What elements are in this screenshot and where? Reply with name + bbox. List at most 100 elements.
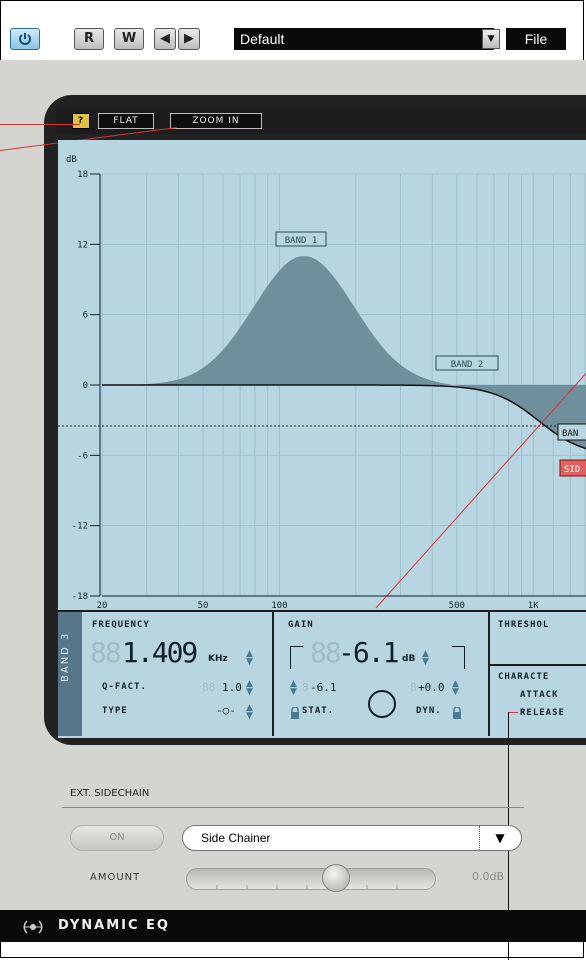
band3-marker: BAN	[557, 423, 586, 441]
y-tick-labels: 18 12 6 0 -6 -12 -18	[72, 170, 100, 602]
band-tab[interactable]: BAND 3	[58, 612, 82, 736]
file-menu-button[interactable]: File	[506, 28, 566, 50]
amount-slider[interactable]	[186, 868, 436, 890]
amount-label: AMOUNT	[90, 872, 141, 883]
y-tick-label: -6	[77, 451, 88, 461]
preset-dropdown-button[interactable]: ▼	[482, 29, 500, 49]
filter-type-value[interactable]: -○-	[216, 704, 236, 717]
eq-curve-fill	[102, 256, 586, 449]
callout-line-release	[508, 712, 518, 713]
attack-label: ATTACK	[520, 690, 559, 700]
arrow-right-icon: ▶	[184, 31, 194, 46]
frequency-value[interactable]: 1.409	[122, 636, 198, 669]
static-gain-value[interactable]: -6.1	[310, 681, 337, 694]
gain-ghost-digits: 88	[310, 636, 342, 669]
type-label: TYPE	[102, 706, 128, 716]
y-tick-label: 6	[83, 311, 88, 321]
callout-line-help	[0, 124, 80, 125]
read-automation-button[interactable]: R	[74, 28, 104, 50]
flat-button[interactable]: FLAT	[98, 113, 154, 129]
previous-preset-button[interactable]: ◀	[154, 28, 176, 50]
band1-label: BAND 1	[285, 236, 318, 246]
static-label: STAT.	[302, 706, 335, 716]
frequency-spinner-icon[interactable]: ▲ ▼	[246, 649, 253, 667]
frequency-unit: KHz	[208, 654, 228, 664]
band3-label: BAN	[562, 429, 578, 439]
panel-divider-h	[490, 664, 586, 666]
static-lock-icon[interactable]	[290, 704, 300, 723]
release-label: RELEASE	[520, 708, 565, 718]
dynamic-label: DYN.	[416, 706, 442, 716]
q-factor-label: Q-FACT.	[102, 682, 147, 692]
sidechain-source-value: Side Chainer	[201, 831, 271, 845]
threshold-label: THRESHOL	[498, 620, 550, 630]
ext-sidechain-divider	[62, 807, 524, 808]
y-tick-label: -18	[72, 592, 88, 602]
q-spinner-icon[interactable]: ▲ ▼	[246, 679, 253, 697]
q-ghost-digits: 88	[202, 681, 216, 694]
gain-value[interactable]: -6.1	[338, 636, 399, 669]
panel-divider	[272, 612, 274, 736]
dynamic-gain-value[interactable]: +0.0	[418, 681, 445, 694]
static-gain-spinner-icon[interactable]: ▲ ▼	[290, 679, 297, 697]
dynamic-gain-ghost: 8	[410, 681, 417, 694]
eq-curve-line	[102, 384, 586, 450]
band2-marker: BAND 2	[435, 355, 499, 371]
band2-label: BAND 2	[451, 360, 484, 370]
x-tick-label: 1K	[528, 601, 539, 610]
power-icon	[19, 33, 31, 45]
character-label: CHARACTE	[498, 672, 550, 682]
x-tick-labels: 20 50 100 500 1K	[97, 174, 586, 611]
preset-name-field[interactable]: Default	[234, 28, 494, 50]
x-tick-label: 100	[271, 601, 287, 610]
static-gain-ghost: 8	[302, 681, 309, 694]
band1-marker: BAND 1	[275, 231, 327, 247]
steinberg-logo-icon	[23, 920, 43, 934]
gain-unit: dB	[402, 654, 416, 664]
x-tick-label: 20	[97, 601, 108, 610]
plugin-title: DYNAMIC EQ	[58, 918, 170, 933]
sidechain-line	[375, 372, 586, 609]
amount-slider-knob[interactable]	[322, 864, 350, 892]
sidechain-source-select[interactable]: Side Chainer ▼	[182, 825, 522, 851]
db-unit-label: dB	[66, 155, 77, 165]
sidechain-on-button[interactable]: ON	[70, 825, 164, 851]
x-tick-label: 50	[198, 601, 209, 610]
gain-bracket-right	[452, 646, 465, 669]
frequency-label: FREQUENCY	[92, 620, 150, 630]
amount-value: 0.0dB	[472, 870, 505, 883]
band-tab-label: BAND 3	[60, 631, 71, 682]
gain-spinner-icon[interactable]: ▲ ▼	[422, 649, 429, 667]
x-tick-label: 500	[449, 601, 465, 610]
gain-bracket-left	[290, 646, 303, 669]
frequency-ghost-digits: 88	[90, 636, 122, 669]
next-preset-button[interactable]: ▶	[178, 28, 200, 50]
eq-curve-display: 18 12 6 0 -6 -12 -18 20 50 100 500 1K dB BAND 1 BA…	[58, 155, 586, 611]
y-tick-label: -12	[72, 522, 88, 532]
dynamic-gain-spinner-icon[interactable]: ▲ ▼	[452, 679, 459, 697]
panel-divider	[488, 612, 490, 736]
chevron-down-icon: ▼	[479, 826, 520, 850]
type-spinner-icon[interactable]: ▲ ▼	[246, 703, 253, 721]
plugin-footer: DYNAMIC EQ	[0, 910, 586, 942]
sidechain-label: SID	[564, 465, 580, 475]
y-tick-label: 0	[83, 381, 88, 391]
zoom-in-button[interactable]: ZOOM IN	[170, 113, 262, 129]
power-button[interactable]	[10, 28, 40, 50]
arrow-left-icon: ◀	[160, 31, 170, 46]
q-factor-value[interactable]: 1.0	[222, 681, 242, 694]
y-tick-label: 18	[77, 170, 88, 180]
help-button[interactable]: ?	[72, 113, 90, 129]
ext-sidechain-label: EXT. SIDECHAIN	[70, 788, 150, 799]
dynamic-lock-icon[interactable]	[452, 704, 462, 723]
eq-graph[interactable]: 18 12 6 0 -6 -12 -18 20 50 100 500 1K dB BAND 1 BA…	[58, 140, 586, 611]
y-tick-label: 12	[77, 240, 88, 250]
gain-knob[interactable]	[368, 690, 396, 718]
sidechain-marker: SID	[559, 459, 586, 477]
band-parameter-panel	[58, 610, 586, 738]
amount-slider-ticks	[216, 885, 398, 889]
write-automation-button[interactable]: W	[114, 28, 144, 50]
chevron-down-icon: ▼	[487, 34, 495, 44]
gain-label: GAIN	[288, 620, 314, 630]
plugin-toolbar: R W ◀ ▶ Default ▼ File	[10, 28, 586, 54]
